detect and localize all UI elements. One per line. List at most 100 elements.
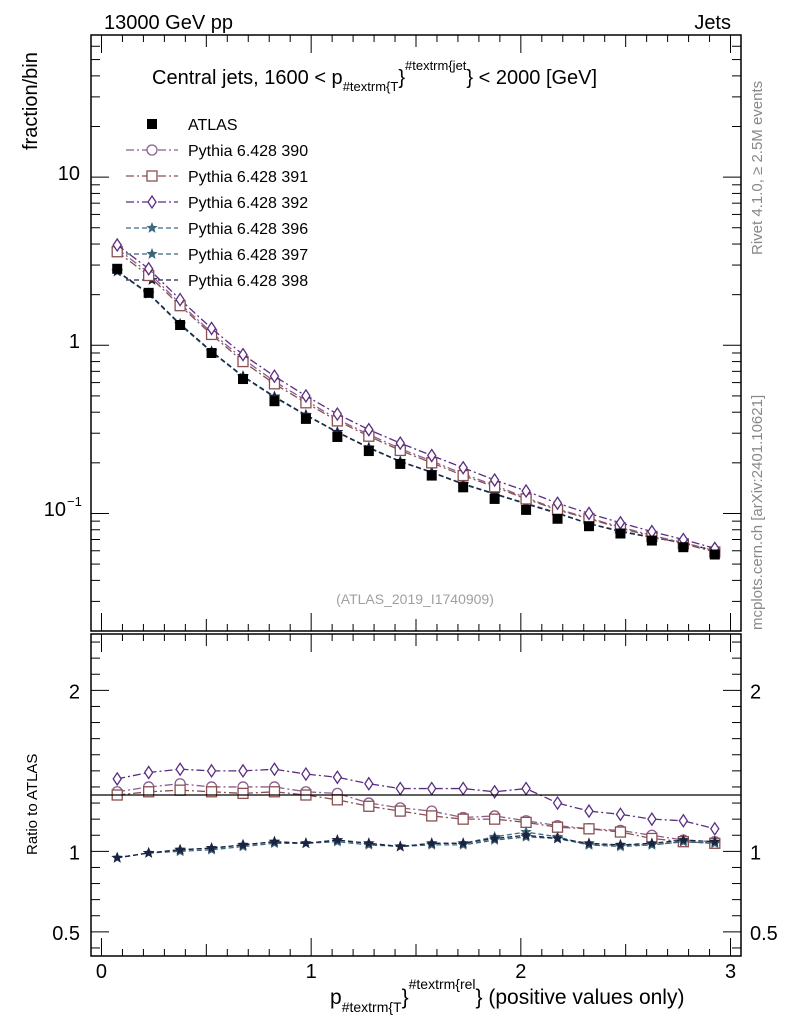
ratio-data-point <box>112 771 122 787</box>
ratio-data-point <box>615 807 626 822</box>
legend: ATLAS Pythia 6.428 390 Pythia 6.428 391 Pyt… <box>126 117 308 290</box>
ratio-data-point <box>551 832 564 844</box>
main-ytick-label-0.1-base: 10 <box>44 499 66 521</box>
main-series-line <box>116 244 715 549</box>
main-data-point <box>364 422 374 437</box>
ratio-ytick-label-right: 2 <box>750 681 761 703</box>
ratio-data-point <box>394 805 406 817</box>
legend-marker <box>146 170 158 182</box>
x-axis-label-sub: #textrm{T <box>342 999 402 1015</box>
ratio-data-point <box>426 810 438 822</box>
main-data-point <box>552 496 563 511</box>
ratio-data-point <box>237 787 249 800</box>
x-axis-label-mid: } <box>402 986 409 1009</box>
ratio-data-point <box>331 794 344 806</box>
ratio-data-point <box>394 840 406 852</box>
legend-label: Pythia 6.428 396 <box>188 221 308 238</box>
ratio-data-point <box>583 837 595 849</box>
main-data-point <box>552 513 563 524</box>
ratio-data-point <box>237 838 249 850</box>
x-ticks: 0 1 2 3 <box>96 35 736 983</box>
main-data-point <box>615 528 626 539</box>
main-ytick-label-0.1-exp: −1 <box>67 494 82 509</box>
main-data-point <box>395 458 406 469</box>
ratio-data-point <box>489 784 500 799</box>
ratio-data-point <box>614 838 627 850</box>
ratio-y-label: Ratio to ATLAS <box>24 754 41 855</box>
ratio-data-point <box>552 795 563 811</box>
main-data-point <box>646 535 657 546</box>
main-data-point <box>584 506 594 521</box>
ratio-ytick-label-left: 1 <box>69 842 80 864</box>
ratio-data-point <box>238 763 248 779</box>
ratio-data-point <box>520 816 532 829</box>
main-title-sub: #textrm{T <box>343 79 399 94</box>
ratio-ytick-label-right: 0.5 <box>750 923 778 945</box>
x-tick-label: 1 <box>306 961 317 983</box>
main-series-line <box>116 270 715 552</box>
ratio-series <box>111 762 721 863</box>
main-data-point <box>489 493 500 504</box>
x-tick-label: 2 <box>515 961 526 983</box>
main-series-line <box>116 251 715 553</box>
x-tick-label: 0 <box>96 961 107 983</box>
main-data-point <box>238 374 249 385</box>
ratio-data-point <box>269 762 280 777</box>
main-data-point <box>143 261 154 276</box>
ratio-data-point <box>678 813 689 828</box>
main-series-line <box>116 248 715 552</box>
legend-marker <box>146 222 158 233</box>
main-data-point <box>426 448 437 463</box>
ratio-data-point <box>268 835 281 847</box>
ratio-data-point <box>614 826 627 838</box>
ratio-data-point <box>551 821 564 833</box>
x-axis-label-pre: p <box>330 986 342 1009</box>
legend-label: Pythia 6.428 390 <box>188 143 308 160</box>
ratio-data-point <box>363 800 375 812</box>
ratio-data-point <box>205 786 218 798</box>
main-data-point <box>112 263 123 274</box>
main-data-point <box>709 549 720 560</box>
main-data-point <box>269 396 280 407</box>
ratio-data-point <box>395 781 406 796</box>
legend-marker <box>146 144 158 156</box>
ratio-data-point <box>710 821 720 836</box>
x-axis-label: p#textrm{T}#textrm{rel} (positive values… <box>330 976 684 1015</box>
side-label-top: Rivet 4.1.0, ≥ 2.5M events <box>749 81 766 255</box>
ratio-data-point <box>458 781 468 796</box>
main-data-point <box>583 521 594 532</box>
main-series-line <box>116 270 715 552</box>
ratio-data-point <box>111 851 123 863</box>
main-title-pre: Central jets, 1600 < p <box>152 67 343 89</box>
main-data-point <box>395 435 406 451</box>
ratio-data-point <box>364 776 374 791</box>
ratio-data-point <box>647 811 657 827</box>
ratio-data-point <box>677 834 690 845</box>
ratio-data-point <box>142 846 155 858</box>
ratio-data-point <box>488 813 501 825</box>
ratio-series-line <box>117 768 715 830</box>
legend-marker <box>146 248 158 259</box>
ratio-data-point <box>646 837 658 849</box>
legend-marker <box>147 119 157 129</box>
main-title-mid: } <box>398 67 405 89</box>
main-data-point <box>269 369 280 384</box>
main-data-point <box>363 446 374 457</box>
side-label-bottom: mcplots.cern.ch [arXiv:2401.10621] <box>749 395 766 630</box>
ratio-data-point <box>457 837 469 849</box>
main-data-point <box>521 504 532 515</box>
main-data-point <box>521 483 531 499</box>
ratio-data-point <box>143 765 154 780</box>
main-data-point <box>175 320 186 331</box>
ratio-ytick-label-right: 1 <box>750 842 761 864</box>
legend-label: Pythia 6.428 397 <box>188 247 308 264</box>
ratio-data-point <box>143 786 155 798</box>
x-axis-label-sup: #textrm{rel <box>409 976 476 992</box>
main-data-point <box>426 470 437 481</box>
x-axis-label-post: } (positive values only) <box>476 986 685 1009</box>
main-data-point <box>331 426 344 437</box>
main-data-point <box>112 237 122 253</box>
ratio-data-point <box>206 763 217 779</box>
ratio-ytick-label-left: 0.5 <box>52 923 80 945</box>
